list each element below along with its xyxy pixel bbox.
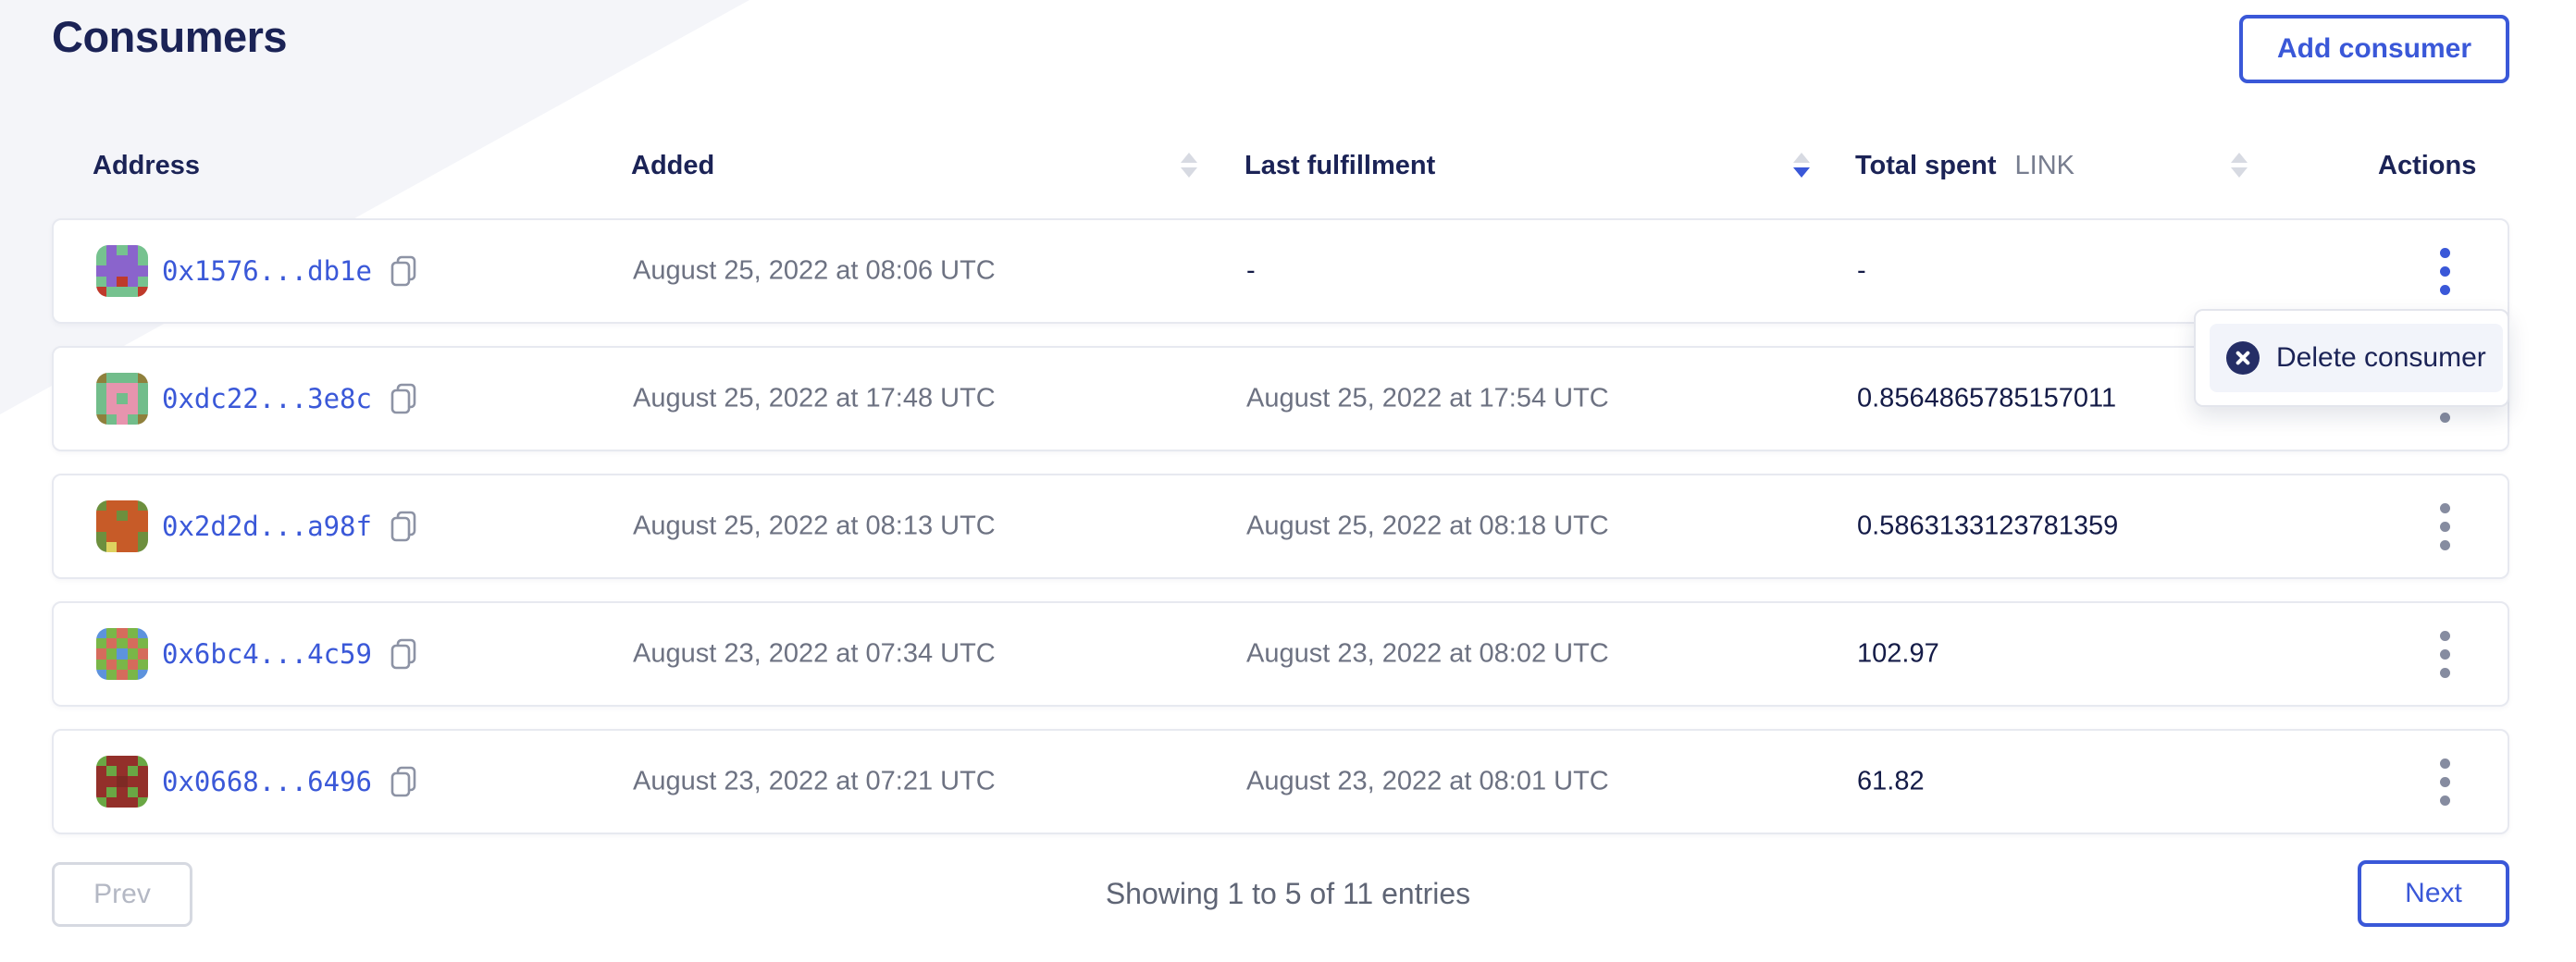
consumers-table-body: 0x1576...db1e August 25, 2022 at 08:06 U… (52, 218, 2509, 857)
column-header-actions: Actions (2378, 151, 2477, 180)
delete-consumer-label: Delete consumer (2276, 342, 2486, 373)
table-row: 0x0668...6496 August 23, 2022 at 07:21 U… (52, 729, 2509, 834)
sort-icon-added[interactable] (1180, 153, 1198, 178)
row-actions-kebab-button[interactable] (2419, 491, 2471, 561)
consumer-identicon-avatar (96, 500, 148, 552)
delete-x-circle-icon (2226, 341, 2260, 375)
added-cell: August 23, 2022 at 07:21 UTC (633, 766, 996, 796)
address-cell: 0xdc22...3e8c (162, 348, 418, 450)
address-cell: 0x1576...db1e (162, 220, 418, 322)
row-actions-kebab-button[interactable] (2419, 236, 2471, 306)
address-cell: 0x6bc4...4c59 (162, 603, 418, 705)
pagination-status: Showing 1 to 5 of 11 entries (1105, 877, 1471, 910)
consumer-identicon-avatar (96, 373, 148, 425)
page-title: Consumers (52, 12, 288, 61)
column-header-address: Address (93, 151, 201, 180)
column-header-added: Added (631, 151, 715, 180)
consumer-identicon-avatar (96, 756, 148, 808)
row-actions-menu: Delete consumer (2194, 309, 2509, 407)
total-spent-label: Total spent (1855, 151, 1997, 180)
column-header-total-spent: Total spent LINK (1855, 151, 2074, 181)
next-page-button[interactable]: Next (2358, 860, 2509, 927)
table-row: 0xdc22...3e8c August 25, 2022 at 17:48 U… (52, 346, 2509, 451)
sort-icon-total-spent[interactable] (2230, 153, 2248, 178)
sort-icon-last-fulfillment[interactable] (1792, 153, 1811, 178)
consumer-address-link[interactable]: 0x6bc4...4c59 (162, 638, 372, 670)
total-spent-cell: 61.82 (1857, 766, 1925, 796)
consumer-address-link[interactable]: 0x1576...db1e (162, 255, 372, 287)
total-spent-cell: 0.8564865785157011 (1857, 383, 2117, 413)
consumer-address-link[interactable]: 0x2d2d...a98f (162, 511, 372, 542)
added-cell: August 23, 2022 at 07:34 UTC (633, 638, 996, 669)
row-actions-kebab-button[interactable] (2419, 746, 2471, 817)
address-cell: 0x2d2d...a98f (162, 475, 418, 577)
delete-consumer-menu-item[interactable]: Delete consumer (2210, 324, 2503, 392)
copy-icon[interactable] (389, 637, 418, 671)
prev-page-button[interactable]: Prev (52, 862, 192, 927)
total-spent-unit-label: LINK (2014, 151, 2075, 180)
consumer-address-link[interactable]: 0xdc22...3e8c (162, 383, 372, 414)
added-cell: August 25, 2022 at 08:06 UTC (633, 255, 996, 286)
address-cell: 0x0668...6496 (162, 731, 418, 832)
copy-icon[interactable] (389, 382, 418, 415)
last-fulfillment-cell: - (1246, 255, 1256, 286)
consumer-identicon-avatar (96, 628, 148, 680)
table-row: 0x6bc4...4c59 August 23, 2022 at 07:34 U… (52, 601, 2509, 707)
added-cell: August 25, 2022 at 08:13 UTC (633, 511, 996, 541)
consumer-identicon-avatar (96, 245, 148, 297)
row-actions-kebab-button[interactable] (2419, 619, 2471, 689)
table-row: 0x2d2d...a98f August 25, 2022 at 08:13 U… (52, 474, 2509, 579)
total-spent-cell: - (1857, 255, 1866, 286)
added-cell: August 25, 2022 at 17:48 UTC (633, 383, 996, 413)
table-row: 0x1576...db1e August 25, 2022 at 08:06 U… (52, 218, 2509, 324)
column-header-last-fulfillment: Last fulfillment (1245, 151, 1436, 180)
total-spent-cell: 0.5863133123781359 (1857, 511, 2119, 541)
copy-icon[interactable] (389, 254, 418, 288)
copy-icon[interactable] (389, 765, 418, 798)
total-spent-cell: 102.97 (1857, 638, 1939, 669)
consumer-address-link[interactable]: 0x0668...6496 (162, 766, 372, 797)
last-fulfillment-cell: August 23, 2022 at 08:02 UTC (1246, 638, 1609, 669)
last-fulfillment-cell: August 25, 2022 at 08:18 UTC (1246, 511, 1609, 541)
add-consumer-button[interactable]: Add consumer (2239, 15, 2509, 83)
last-fulfillment-cell: August 23, 2022 at 08:01 UTC (1246, 766, 1609, 796)
copy-icon[interactable] (389, 510, 418, 543)
last-fulfillment-cell: August 25, 2022 at 17:54 UTC (1246, 383, 1609, 413)
